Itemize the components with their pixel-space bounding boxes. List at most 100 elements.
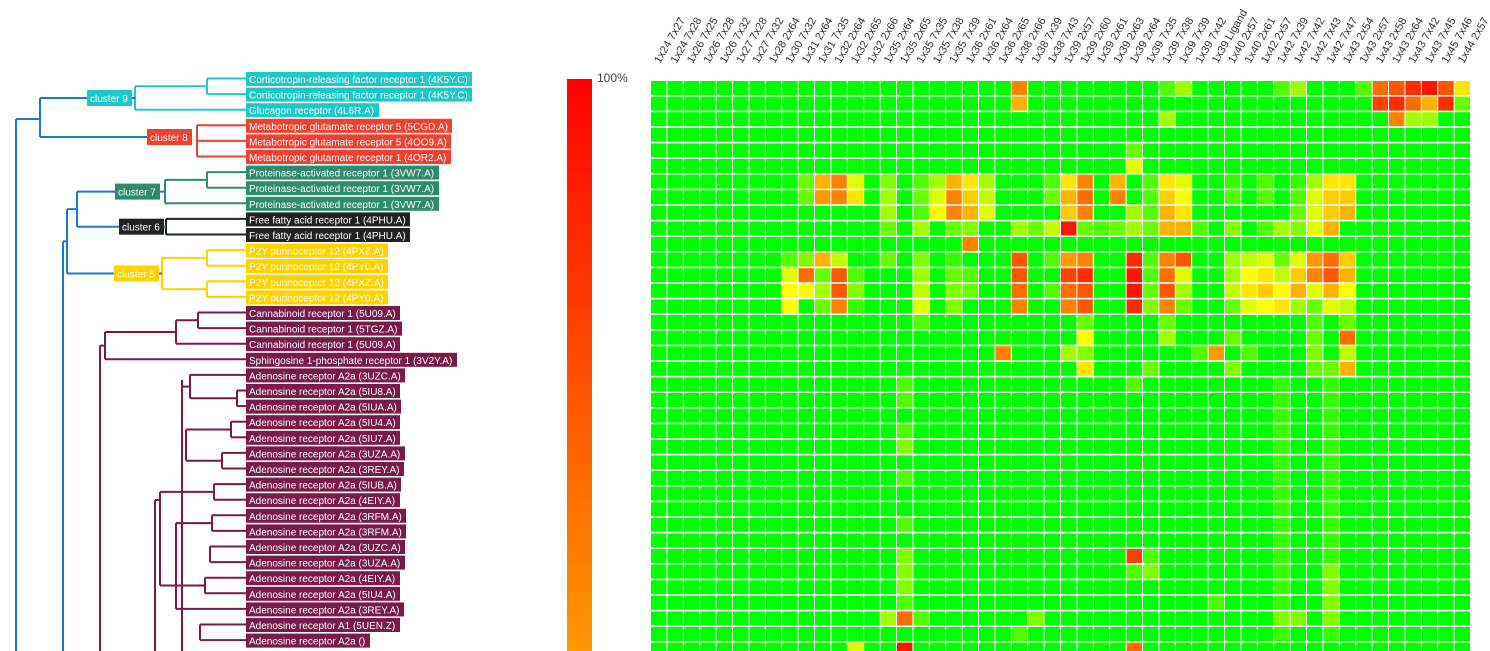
heatmap-cell (847, 268, 864, 283)
heatmap-cell (979, 252, 995, 267)
heatmap-cell (946, 439, 962, 454)
heatmap-cell (1356, 408, 1372, 423)
row-label-background (246, 602, 404, 617)
heatmap-cell (1126, 580, 1142, 595)
heatmap-cell (749, 549, 765, 563)
heatmap-cell (798, 595, 814, 610)
heatmap-cell (1061, 283, 1077, 298)
heatmap-cell (1061, 299, 1077, 314)
heatmap-cell (1274, 174, 1290, 189)
heatmap-cell (1372, 346, 1388, 361)
heatmap-cell (1438, 580, 1454, 595)
heatmap-cell (1044, 330, 1060, 345)
heatmap-cell (1307, 174, 1323, 189)
row-label-text: Adenosine receptor A2a (3UZA.A) (249, 559, 400, 570)
cluster-tag-label: cluster 6 (122, 223, 160, 234)
heatmap-cell (979, 533, 995, 548)
heatmap-cell (1044, 174, 1060, 189)
row-label-text: Adenosine receptor A2a (4EIY.A) (249, 574, 395, 585)
row-label-background (246, 508, 406, 523)
heatmap-cell (1372, 642, 1388, 651)
heatmap-cell (1421, 517, 1438, 532)
heatmap-cell (782, 205, 798, 220)
heatmap-cell (733, 533, 749, 548)
heatmap-cell (929, 595, 946, 610)
heatmap-cell (929, 315, 946, 329)
heatmap-cell (749, 377, 765, 392)
row-label: Adenosine receptor A2a (3UZA.A) (246, 446, 405, 461)
heatmap-cell (1208, 439, 1224, 454)
heatmap-cell (667, 424, 683, 439)
heatmap-cell (1175, 393, 1192, 407)
heatmap-cell (929, 471, 946, 485)
heatmap-cell (946, 330, 962, 345)
heatmap-cell (1093, 252, 1110, 267)
heatmap-cell (1208, 595, 1224, 610)
heatmap-cell (1290, 361, 1306, 376)
heatmap-cell (1372, 174, 1388, 189)
heatmap-cell (1143, 361, 1159, 376)
heatmap-cell (1421, 564, 1438, 579)
heatmap-cell (979, 408, 995, 423)
heatmap-cell (1421, 174, 1438, 189)
heatmap-cell (1241, 315, 1257, 329)
heatmap-cell (749, 455, 765, 470)
heatmap-cell (733, 580, 749, 595)
heatmap-cell (1405, 564, 1421, 579)
heatmap-cell (1421, 471, 1438, 485)
heatmap-cell (946, 564, 962, 579)
heatmap-cell (1454, 81, 1470, 95)
heatmap-cell (1011, 127, 1028, 142)
heatmap-cell (962, 486, 978, 501)
heatmap-cell (749, 580, 765, 595)
heatmap-cell (995, 393, 1011, 407)
heatmap-cell (1274, 408, 1290, 423)
heatmap-cell (946, 174, 962, 189)
heatmap-cell (1077, 549, 1093, 563)
heatmap-cell (995, 283, 1011, 298)
row-label: Adenosine receptor A2a (5IU7.A) (246, 430, 400, 445)
heatmap-cell (1126, 424, 1142, 439)
heatmap-cell (1339, 143, 1356, 158)
heatmap-cell (1290, 96, 1306, 111)
heatmap-cell (1192, 533, 1208, 548)
heatmap-cell (1110, 595, 1126, 610)
heatmap-cell (1454, 471, 1470, 485)
heatmap-cell (1143, 533, 1159, 548)
heatmap-cell (979, 611, 995, 626)
heatmap-cell (1454, 611, 1470, 626)
heatmap-cell (1061, 330, 1077, 345)
cluster-tag-label: cluster 5 (117, 270, 155, 281)
heatmap-cell (651, 455, 667, 470)
heatmap-cell (1438, 471, 1454, 485)
heatmap-cell (913, 455, 929, 470)
heatmap-cell (1175, 190, 1192, 205)
heatmap-cell (1290, 486, 1306, 501)
heatmap-cell (1241, 627, 1257, 641)
heatmap-cell (733, 330, 749, 345)
row-label: Adenosine receptor A2a (3RFM.A) (246, 524, 406, 539)
heatmap-cell (1011, 299, 1028, 314)
heatmap-cell (995, 330, 1011, 345)
heatmap-cell (995, 159, 1011, 173)
heatmap-cell (1044, 517, 1060, 532)
heatmap-cell (1077, 112, 1093, 127)
heatmap-cell (815, 96, 831, 111)
heatmap-cell (1290, 315, 1306, 329)
heatmap-cell (1110, 283, 1126, 298)
heatmap-cell (1274, 533, 1290, 548)
heatmap-cell (995, 346, 1011, 361)
heatmap-cell (1274, 642, 1290, 651)
heatmap-cell (1011, 96, 1028, 111)
heatmap-cell (683, 112, 700, 127)
heatmap-cell (651, 221, 667, 236)
heatmap-cell (979, 549, 995, 563)
heatmap-cell (1028, 502, 1044, 517)
row-label: Adenosine receptor A2a (5IUA.A) (246, 399, 401, 414)
heatmap-cell (1454, 642, 1470, 651)
heatmap-cell (1077, 486, 1093, 501)
heatmap-cell (995, 471, 1011, 485)
heatmap-cell (1339, 455, 1356, 470)
heatmap-cell (929, 564, 946, 579)
heatmap-cell (651, 299, 667, 314)
